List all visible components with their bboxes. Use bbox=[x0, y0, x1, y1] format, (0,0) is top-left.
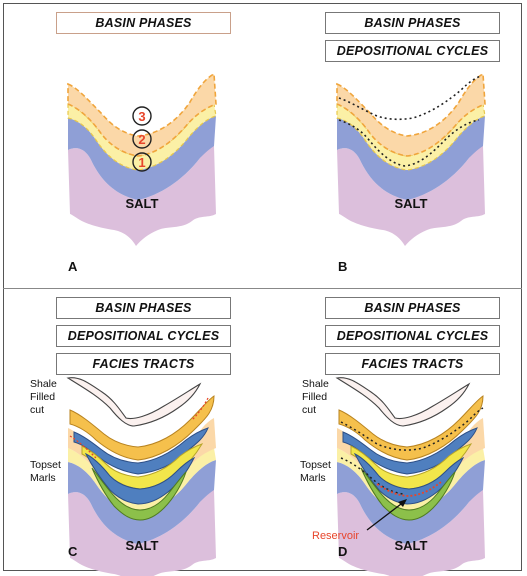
panel-a-cross-section: 1 2 3 SALT bbox=[67, 73, 217, 246]
phase-1-circle bbox=[132, 152, 152, 172]
phase-3-circle bbox=[132, 106, 152, 126]
shale-filled-cut bbox=[336, 377, 470, 427]
panel-c-letter: C bbox=[68, 544, 78, 559]
topset-label-line-2: Marls bbox=[300, 472, 326, 484]
panel-d-depositional-cycles-box: DEPOSITIONAL CYCLES bbox=[325, 325, 500, 347]
topset-label-line-1: Topset bbox=[300, 459, 331, 471]
salt-label: SALT bbox=[126, 196, 159, 211]
shale-label-line-2: Filled bbox=[302, 391, 327, 403]
reservoir-arrow-line bbox=[366, 500, 406, 531]
topset-label-line-1: Topset bbox=[30, 459, 61, 471]
cycle-boundary-lower bbox=[338, 119, 480, 167]
basin-phases-label: BASIN PHASES bbox=[95, 301, 192, 315]
panel-b-letter: B bbox=[338, 259, 347, 274]
panel-b-depositional-cycles-box: DEPOSITIONAL CYCLES bbox=[325, 40, 500, 62]
shale-label-line-1: Shale bbox=[302, 378, 329, 390]
basin-phases-label: BASIN PHASES bbox=[95, 16, 192, 30]
reservoir-arrow-head bbox=[398, 499, 407, 507]
topset-label-line-2: Marls bbox=[30, 472, 56, 484]
salt-label: SALT bbox=[126, 538, 159, 553]
depositional-cycles-label: DEPOSITIONAL CYCLES bbox=[336, 329, 489, 343]
depositional-cycles-label: DEPOSITIONAL CYCLES bbox=[336, 44, 489, 58]
panel-d-basin-phases-box: BASIN PHASES bbox=[325, 297, 500, 319]
panel-c-facies-tracts-box: FACIES TRACTS bbox=[56, 353, 231, 375]
shale-filled-cut bbox=[67, 377, 201, 427]
panel-divider bbox=[3, 288, 522, 289]
phase-2-number: 2 bbox=[138, 132, 145, 147]
panel-d-facies-tracts-box: FACIES TRACTS bbox=[325, 353, 500, 375]
phase-3-number: 3 bbox=[138, 109, 145, 124]
panel-b-cross-section: SALT bbox=[336, 73, 486, 246]
basin-phases-label: BASIN PHASES bbox=[364, 301, 461, 315]
shale-label-line-3: cut bbox=[302, 404, 316, 416]
panel-d-letter: D bbox=[338, 544, 347, 559]
salt-label: SALT bbox=[395, 196, 428, 211]
depositional-cycles-label: DEPOSITIONAL CYCLES bbox=[67, 329, 220, 343]
shale-label-line-2: Filled bbox=[30, 391, 55, 403]
facies-tracts-label: FACIES TRACTS bbox=[361, 357, 464, 371]
panel-a-letter: A bbox=[68, 259, 78, 274]
shale-label-line-3: cut bbox=[30, 404, 44, 416]
facies-tracts-label: FACIES TRACTS bbox=[92, 357, 195, 371]
red-dotted-margin bbox=[191, 397, 209, 421]
basin-phases-label: BASIN PHASES bbox=[364, 16, 461, 30]
panel-a-basin-phases-box: BASIN PHASES bbox=[56, 12, 231, 34]
cycle-boundary-lower bbox=[340, 457, 404, 495]
panel-c-basin-phases-box: BASIN PHASES bbox=[56, 297, 231, 319]
shale-label-line-1: Shale bbox=[30, 378, 57, 390]
phase-2-circle bbox=[132, 129, 152, 149]
panel-c-depositional-cycles-box: DEPOSITIONAL CYCLES bbox=[56, 325, 231, 347]
panel-d-cross-section: SALT bbox=[336, 377, 485, 576]
phase-1-number: 1 bbox=[138, 155, 145, 170]
salt-label: SALT bbox=[395, 538, 428, 553]
panel-b-basin-phases-box: BASIN PHASES bbox=[325, 12, 500, 34]
reservoir-label: Reservoir bbox=[312, 530, 359, 542]
panel-c-cross-section: SALT bbox=[67, 377, 216, 576]
